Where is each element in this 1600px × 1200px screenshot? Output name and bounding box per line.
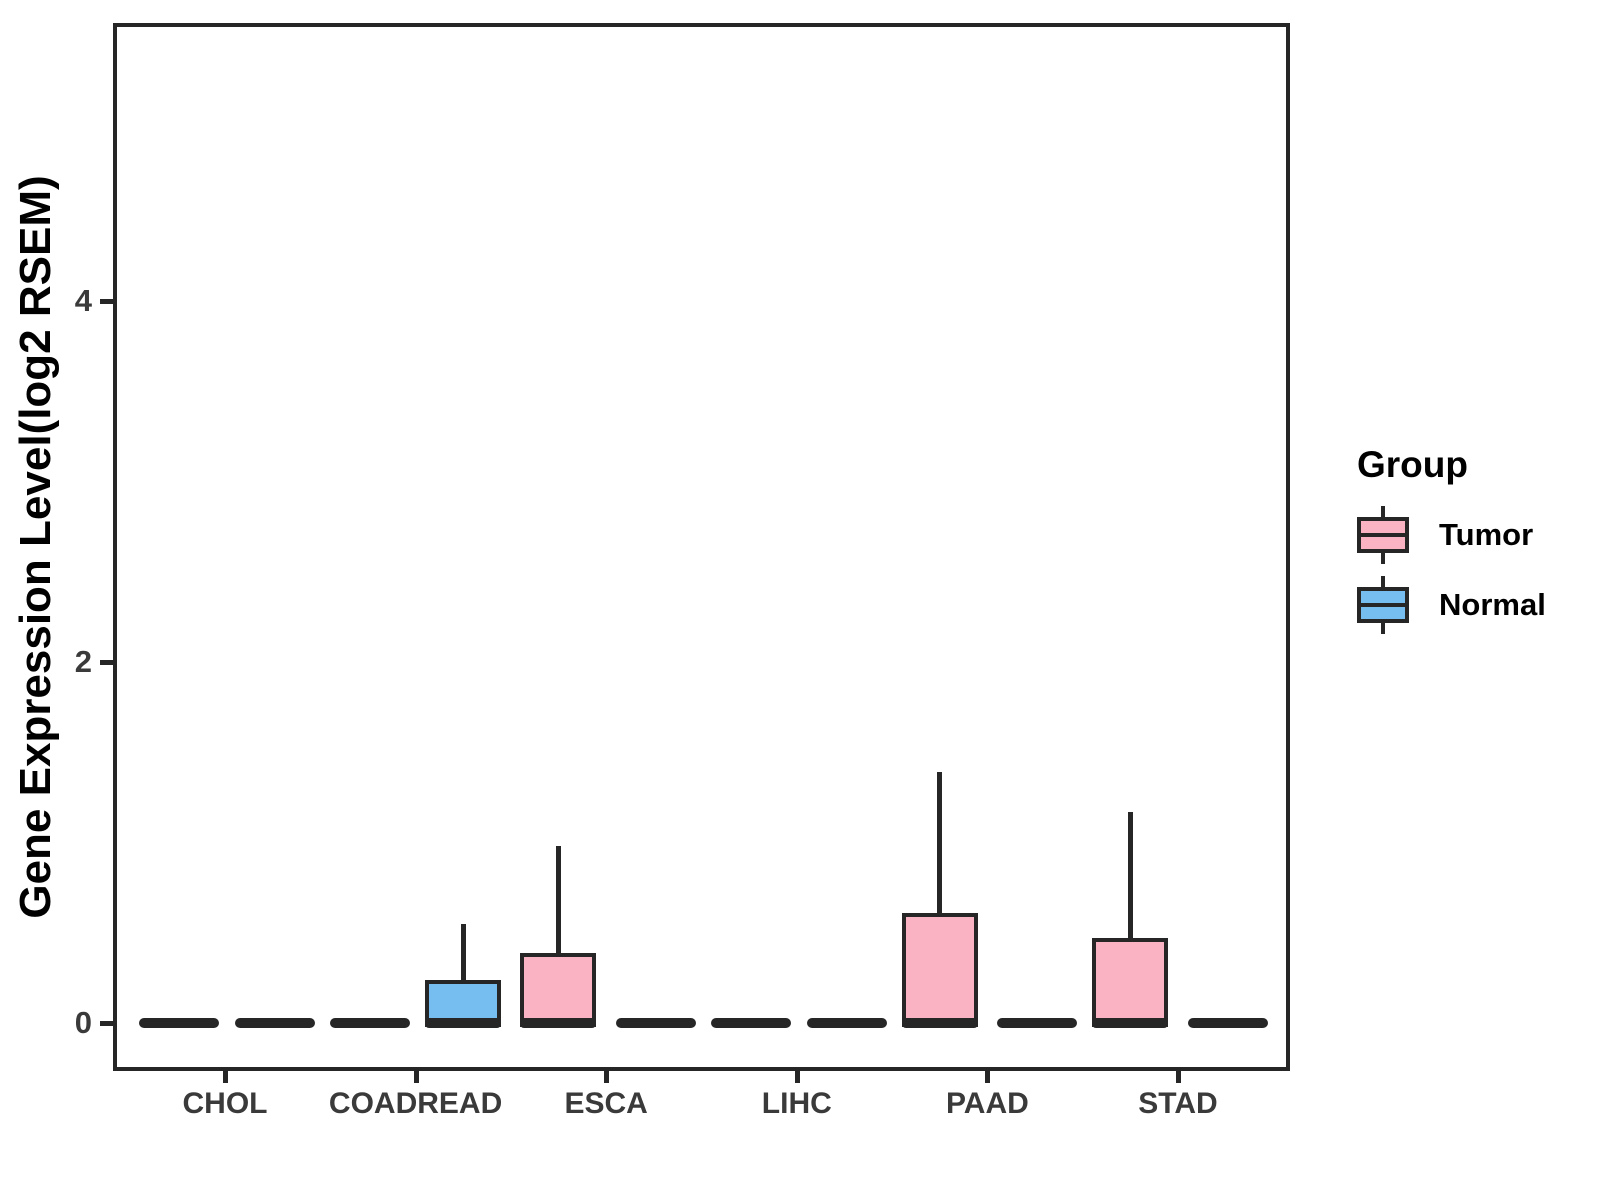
box-rect-tumor-stad [1092,938,1168,1027]
box-upper-whisker [1128,812,1133,938]
collapsed-box-normal-chol [235,1018,315,1028]
x-tick-mark [223,1071,228,1083]
key-median-line [1361,603,1405,607]
legend-label-normal: Normal [1439,587,1546,622]
box-median-line [902,1018,978,1028]
x-tick-label: CHOL [182,1087,268,1120]
tumor-boxplot-key-icon [1357,506,1409,564]
box-median-line [520,1018,596,1028]
collapsed-box-normal-esca [616,1018,696,1028]
y-tick-label: 2 [74,644,92,679]
legend-label-tumor: Tumor [1439,517,1534,552]
x-tick-mark [413,1071,419,1083]
collapsed-box-tumor-lihc [711,1018,791,1028]
key-box-tumor [1357,517,1409,553]
y-tick-label: 0 [74,1005,92,1040]
y-tick-mark [100,660,113,665]
collapsed-box-tumor-coadread [330,1018,410,1028]
x-tick-mark [1176,1071,1181,1083]
box-rect-tumor-esca [520,953,596,1027]
collapsed-box-normal-paad [997,1018,1077,1028]
box-rect-tumor-paad [902,913,978,1027]
x-tick-mark [604,1071,610,1083]
x-tick-mark [985,1071,991,1083]
box-upper-whisker [461,924,466,980]
normal-boxplot-key-icon [1357,576,1409,634]
x-tick-label: COADREAD [328,1087,503,1120]
x-tick-label: PAAD [946,1087,1029,1120]
box-median-line [425,1018,501,1028]
x-tick-label: LIHC [761,1087,832,1120]
y-tick-mark [100,1021,113,1026]
key-median-line [1361,533,1405,537]
box-upper-whisker [556,846,561,953]
y-tick-label: 4 [74,283,92,318]
collapsed-box-normal-lihc [807,1018,887,1028]
y-tick-mark [100,299,113,304]
x-tick-label: STAD [1138,1087,1218,1120]
legend-entry-tumor: Tumor [1357,506,1546,564]
x-tick-mark [794,1071,800,1083]
collapsed-box-tumor-chol [139,1018,219,1028]
key-box-normal [1357,587,1409,623]
legend-title: Group [1357,444,1468,485]
plot-panel [113,23,1290,1071]
x-tick-label: ESCA [564,1087,648,1120]
legend-entry-normal: Normal [1357,576,1546,634]
box-median-line [1092,1018,1168,1028]
collapsed-box-normal-stad [1188,1018,1268,1028]
box-upper-whisker [937,772,942,913]
legend: Group Tumor Normal [1357,444,1546,646]
